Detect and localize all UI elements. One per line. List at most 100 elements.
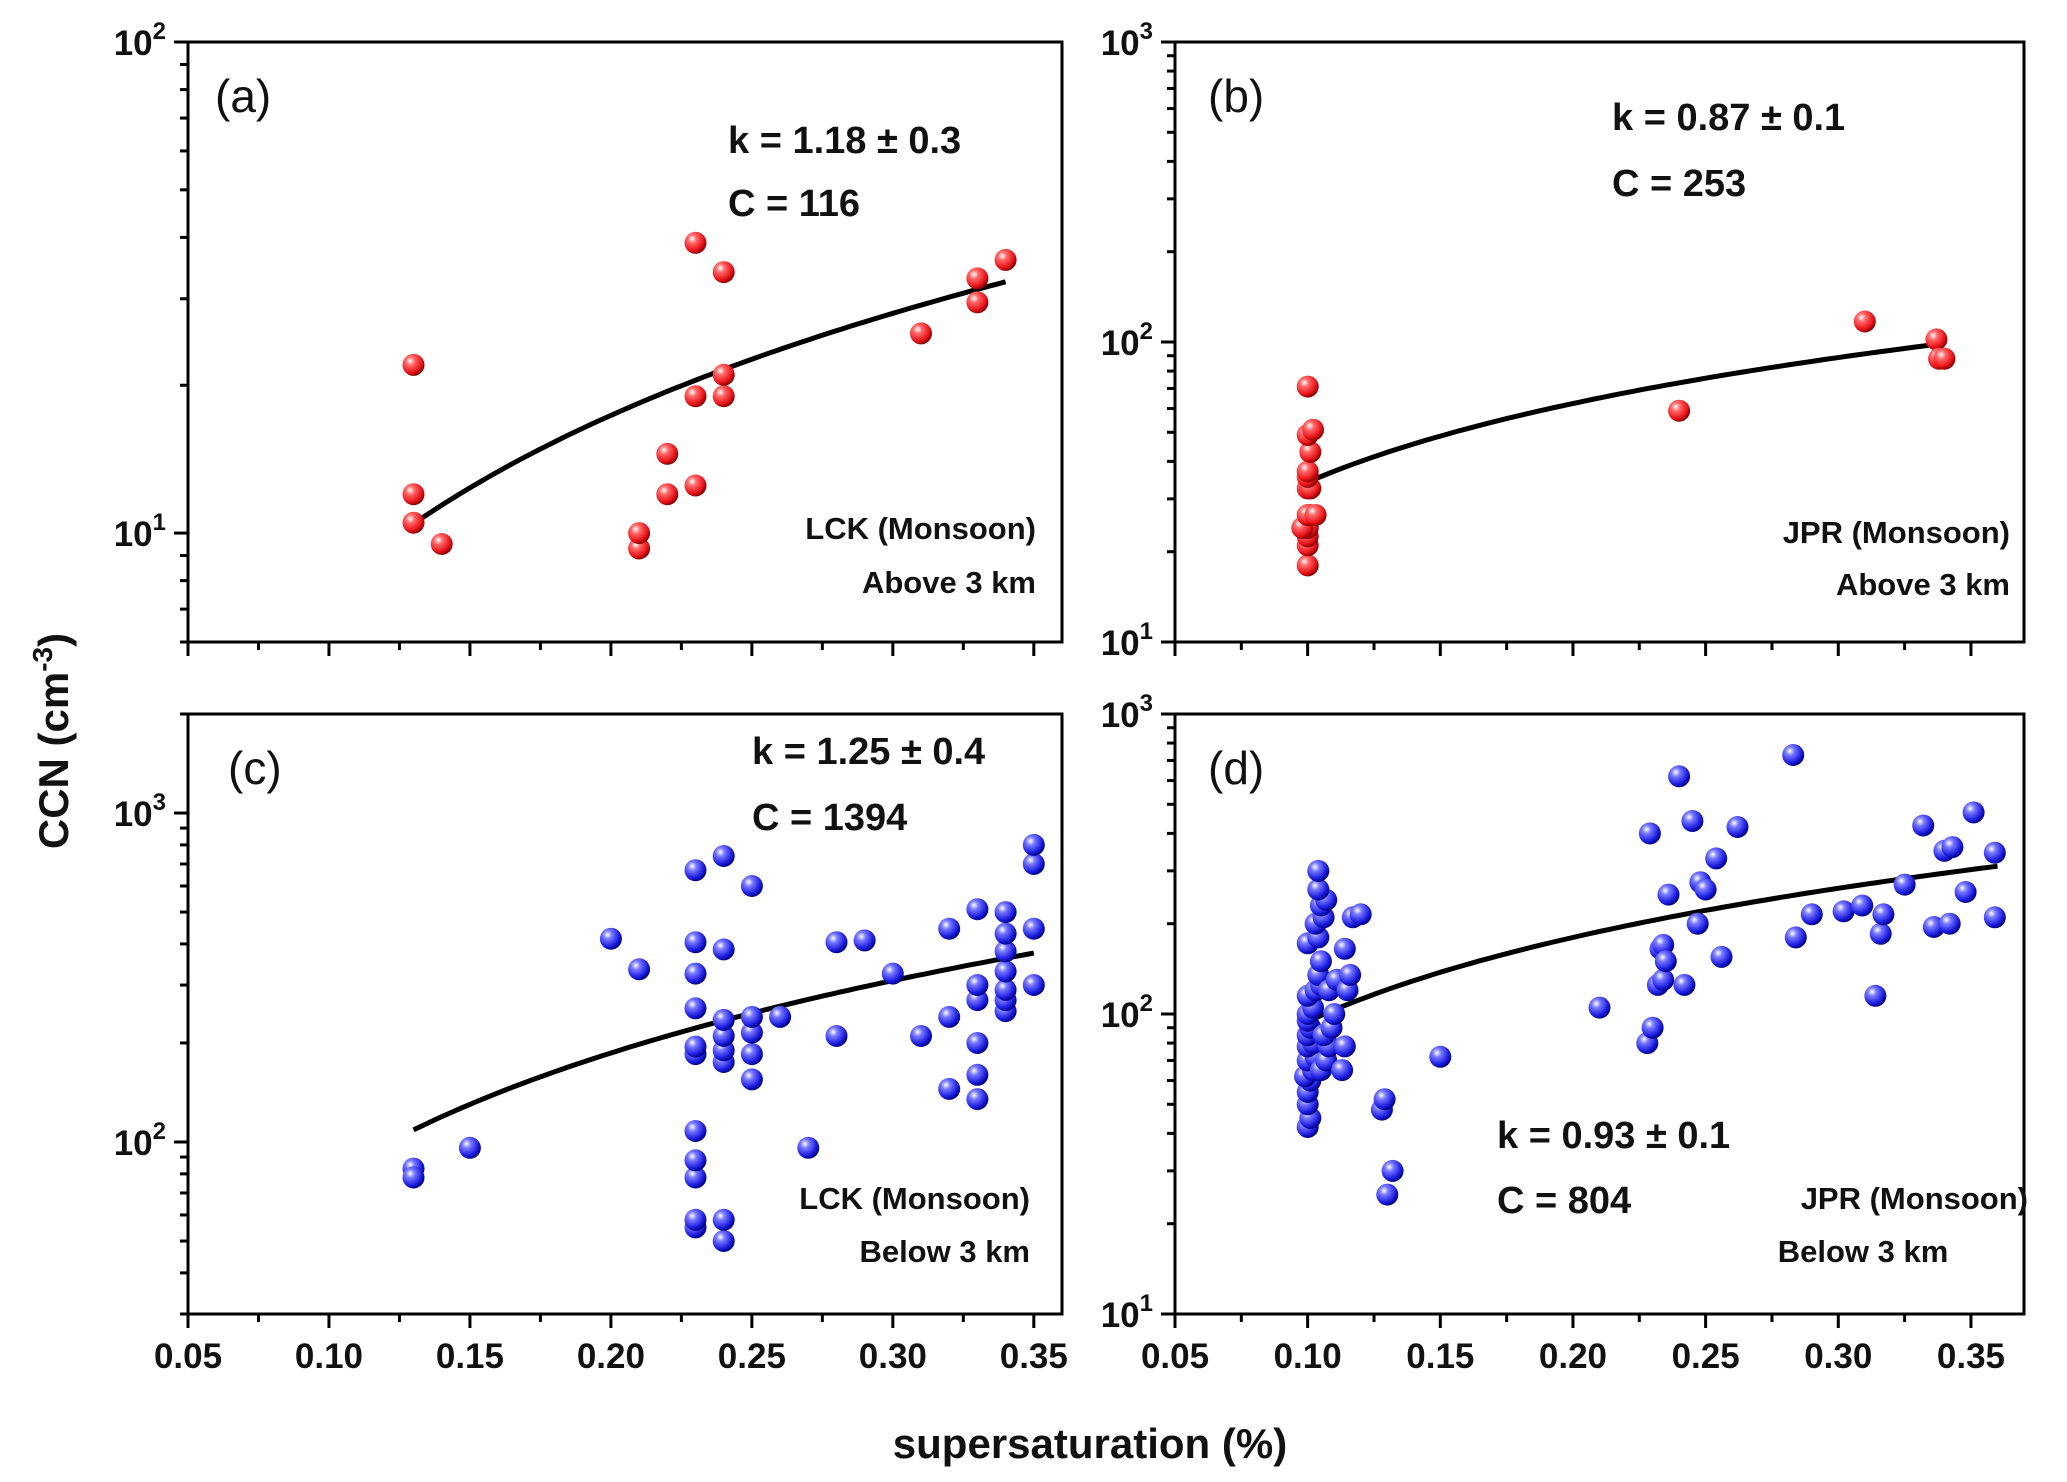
altitude-label: Above 3 km — [1836, 567, 2010, 602]
c-value-label: C = 1394 — [752, 797, 907, 839]
x-tick-label: 0.35 — [1000, 1337, 1068, 1376]
y-tick-label: 103 — [1101, 690, 1153, 735]
plot-frame — [186, 40, 1064, 644]
data-point — [1333, 937, 1356, 960]
panel-letter: (c) — [228, 742, 282, 794]
data-point — [853, 929, 876, 952]
c-value-label: C = 116 — [728, 183, 860, 225]
data-point — [769, 1005, 792, 1028]
data-point — [825, 1025, 848, 1047]
data-point — [994, 960, 1017, 983]
data-point — [1022, 974, 1045, 996]
data-point — [1941, 836, 1964, 859]
data-point — [938, 1077, 961, 1100]
x-axis-title: supersaturation (%) — [893, 1420, 1287, 1467]
data-point — [1302, 418, 1324, 441]
data-point — [1296, 554, 1319, 577]
data-point — [1925, 328, 1948, 351]
data-point — [1705, 847, 1728, 870]
data-point — [684, 931, 707, 954]
data-point — [1641, 1016, 1664, 1039]
data-point — [1800, 903, 1823, 926]
y-tick-label: 102 — [114, 18, 166, 63]
panel-letter: (a) — [215, 70, 271, 122]
data-point — [656, 483, 679, 506]
data-point — [1333, 1035, 1356, 1058]
data-point — [994, 978, 1017, 1001]
data-point — [712, 1230, 735, 1252]
y-tick-label: 101 — [1101, 1290, 1153, 1335]
data-point — [1673, 973, 1696, 996]
y-tick-label: 101 — [114, 509, 166, 554]
data-point — [1872, 903, 1895, 926]
k-value-label: k = 1.25 ± 0.4 — [752, 731, 985, 773]
y-tick-label: 102 — [1101, 318, 1153, 363]
data-point — [684, 1120, 707, 1142]
data-point — [994, 901, 1017, 924]
data-point — [994, 248, 1017, 271]
data-point — [1726, 816, 1749, 838]
data-point — [1851, 894, 1874, 917]
x-tick-label: 0.25 — [718, 1337, 786, 1376]
data-point — [628, 537, 651, 560]
data-point — [966, 1063, 989, 1086]
data-point — [1307, 859, 1330, 882]
x-tick-label: 0.20 — [1539, 1337, 1607, 1376]
data-point — [938, 917, 961, 940]
data-point — [910, 1025, 932, 1047]
data-point — [1782, 744, 1805, 766]
panel-letter: (d) — [1208, 742, 1264, 794]
fit-curve — [412, 279, 1007, 526]
data-point — [1307, 878, 1330, 901]
data-point — [797, 1136, 820, 1159]
data-point — [1638, 822, 1661, 845]
panel-a: 101 102 (a) k = 1.18 ± 0.3 C = 116 LCK (Monso… — [114, 18, 1064, 656]
data-point — [1853, 310, 1876, 333]
data-point — [1304, 504, 1327, 526]
k-value-label: k = 1.18 ± 0.3 — [728, 120, 961, 162]
data-point — [1654, 950, 1677, 973]
fit-curve — [1306, 340, 1945, 485]
data-point — [1710, 945, 1733, 968]
data-point — [628, 958, 651, 981]
x-tick-label: 0.20 — [577, 1337, 645, 1376]
data-point — [1429, 1045, 1452, 1068]
data-point — [1381, 1159, 1404, 1182]
data-point — [712, 938, 735, 961]
panel-b: 101 102 103 (b) k = 0.87 ± 0.1 C = 253 JPR (Mo… — [1101, 18, 2026, 663]
data-point — [684, 997, 707, 1020]
data-point — [1652, 933, 1675, 956]
data-point — [402, 483, 425, 506]
x-tick-label: 0.10 — [295, 1337, 363, 1376]
k-value-label: k = 0.93 ± 0.1 — [1497, 1115, 1730, 1157]
data-point — [994, 940, 1017, 963]
data-point — [1657, 883, 1680, 906]
data-point — [1376, 1183, 1399, 1206]
data-point — [1681, 810, 1704, 832]
data-point — [1373, 1088, 1396, 1111]
data-point — [684, 1208, 707, 1231]
data-point — [1323, 1003, 1346, 1025]
data-point — [712, 1208, 735, 1231]
c-value-label: C = 253 — [1612, 163, 1746, 205]
data-point — [1912, 814, 1935, 837]
data-point — [740, 1043, 763, 1066]
data-point — [1784, 926, 1807, 949]
data-point — [684, 1035, 707, 1058]
data-point — [966, 291, 989, 314]
c-value-label: C = 804 — [1497, 1180, 1631, 1222]
data-point — [1022, 853, 1045, 875]
site-label: LCK (Monsoon) — [799, 1181, 1030, 1216]
data-point — [1933, 347, 1956, 370]
data-point — [684, 1166, 707, 1189]
x-tick-label: 0.30 — [1804, 1337, 1872, 1376]
x-tick-label: 0.05 — [154, 1337, 222, 1376]
x-tick-label: 0.35 — [1937, 1337, 2005, 1376]
data-point — [1588, 996, 1611, 1019]
data-point — [628, 522, 651, 545]
y-tick-label: 102 — [1101, 990, 1153, 1035]
data-point — [1652, 968, 1675, 991]
data-point — [1022, 917, 1045, 940]
data-point — [1686, 912, 1709, 935]
